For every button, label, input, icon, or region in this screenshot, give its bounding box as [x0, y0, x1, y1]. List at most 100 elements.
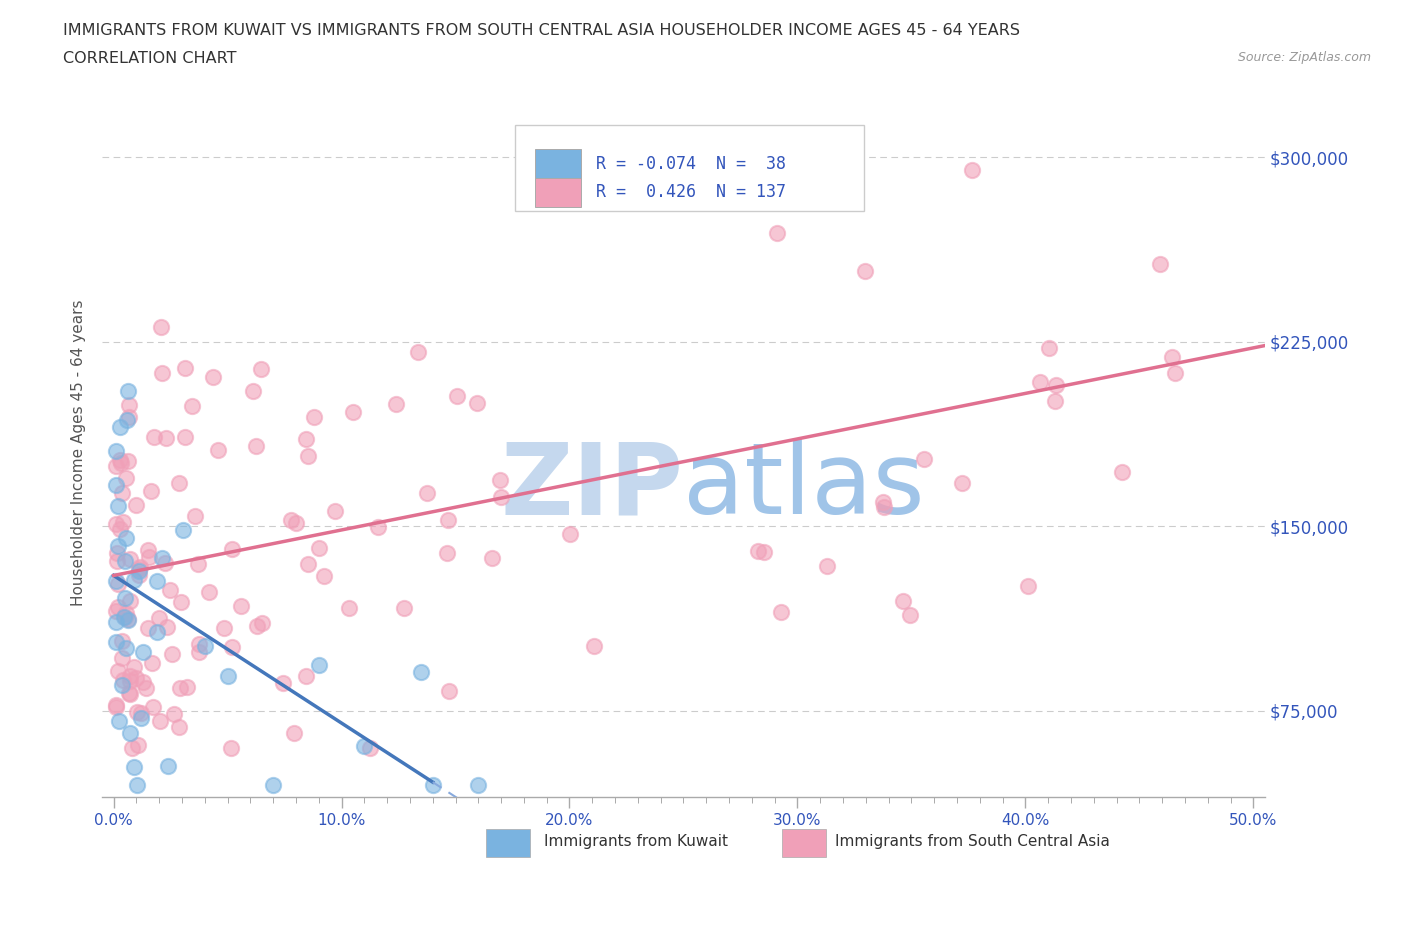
Text: Immigrants from Kuwait: Immigrants from Kuwait	[544, 834, 728, 849]
Point	[385, 396, 408, 411]
Point	[136, 543, 159, 558]
Point	[250, 616, 273, 631]
Point	[120, 551, 142, 566]
Point	[149, 714, 172, 729]
Point	[853, 264, 876, 279]
Point	[143, 430, 166, 445]
Point	[117, 384, 139, 399]
Point	[117, 453, 139, 468]
Point	[108, 420, 131, 435]
FancyBboxPatch shape	[515, 126, 863, 211]
Point	[114, 471, 136, 485]
Point	[111, 673, 134, 688]
Point	[118, 687, 141, 702]
Point	[465, 395, 488, 410]
Point	[135, 680, 157, 695]
Point	[900, 608, 922, 623]
Point	[765, 225, 787, 240]
Point	[111, 485, 134, 500]
Point	[1045, 393, 1067, 408]
Point	[129, 705, 152, 720]
Point	[294, 669, 316, 684]
Point	[323, 504, 346, 519]
Point	[115, 605, 138, 620]
Y-axis label: Householder Income Ages 45 - 64 years: Householder Income Ages 45 - 64 years	[72, 299, 86, 605]
Point	[295, 432, 318, 446]
Point	[752, 545, 775, 560]
Point	[280, 512, 302, 527]
Point	[114, 610, 136, 625]
Point	[170, 595, 193, 610]
Point	[108, 522, 131, 537]
Point	[156, 619, 179, 634]
Point	[152, 551, 174, 565]
Point	[118, 398, 141, 413]
Point	[169, 681, 191, 696]
Text: R =  0.426  N = 137: R = 0.426 N = 137	[596, 183, 786, 201]
Point	[769, 604, 792, 619]
Point	[139, 484, 162, 498]
Point	[172, 523, 194, 538]
Point	[297, 556, 319, 571]
Point	[159, 583, 181, 598]
Point	[1149, 257, 1171, 272]
Point	[314, 569, 336, 584]
Point	[167, 719, 190, 734]
Point	[337, 601, 360, 616]
Point	[128, 564, 150, 578]
Point	[1164, 365, 1187, 380]
Point	[173, 360, 195, 375]
Point	[950, 476, 973, 491]
Point	[122, 572, 145, 587]
Point	[118, 685, 141, 700]
Point	[112, 610, 135, 625]
Point	[1111, 464, 1133, 479]
Point	[104, 698, 127, 712]
Point	[142, 699, 165, 714]
Point	[104, 477, 127, 492]
Point	[342, 405, 364, 419]
Point	[105, 553, 128, 568]
Point	[283, 725, 305, 740]
Point	[104, 517, 127, 532]
Point	[114, 553, 136, 568]
Point	[221, 541, 243, 556]
Point	[198, 585, 221, 600]
Point	[1038, 340, 1060, 355]
Point	[111, 651, 134, 666]
Point	[308, 540, 330, 555]
Point	[245, 618, 267, 633]
Point	[114, 591, 136, 605]
Point	[184, 509, 207, 524]
Point	[560, 527, 582, 542]
Point	[120, 726, 142, 741]
Point	[245, 438, 267, 453]
Point	[111, 634, 134, 649]
Point	[107, 599, 129, 614]
Point	[1017, 578, 1039, 593]
Point	[207, 443, 229, 458]
Point	[167, 475, 190, 490]
Text: atlas: atlas	[683, 438, 925, 536]
Point	[132, 674, 155, 689]
Point	[872, 495, 894, 510]
Point	[219, 740, 242, 755]
Point	[146, 573, 169, 588]
Point	[110, 456, 132, 471]
Point	[284, 515, 307, 530]
Point	[128, 568, 150, 583]
Point	[121, 740, 143, 755]
Point	[242, 383, 264, 398]
Point	[1160, 350, 1182, 365]
Point	[359, 740, 381, 755]
Point	[416, 485, 439, 500]
Point	[308, 658, 330, 672]
Point	[107, 577, 129, 591]
Text: CORRELATION CHART: CORRELATION CHART	[63, 51, 236, 66]
Point	[111, 677, 134, 692]
Point	[217, 669, 239, 684]
Point	[481, 551, 503, 565]
Bar	[534, 178, 581, 206]
Point	[108, 453, 131, 468]
Point	[583, 639, 606, 654]
